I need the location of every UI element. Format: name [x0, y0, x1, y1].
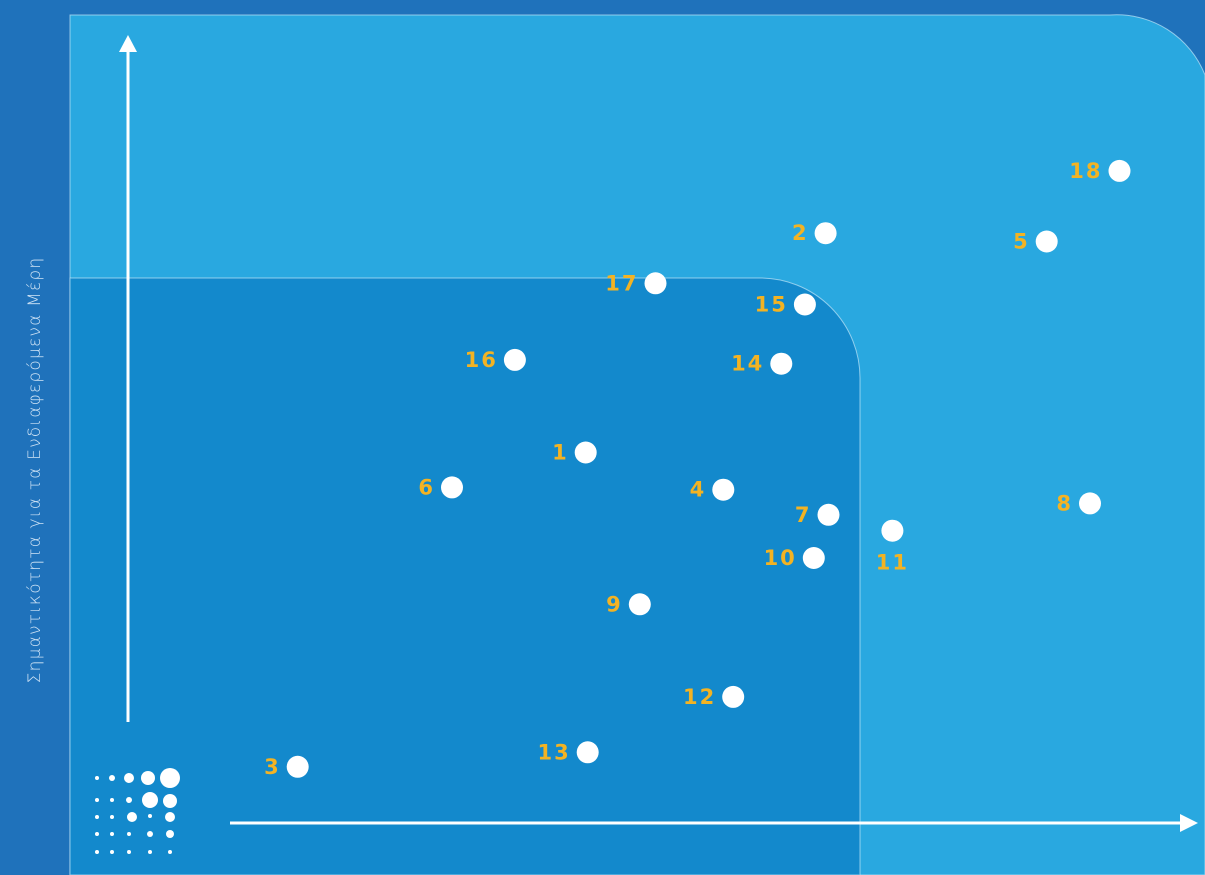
- point-label: 9: [606, 592, 623, 616]
- point-marker: [817, 503, 840, 526]
- point-label: 5: [1013, 230, 1030, 254]
- point-label: 8: [1056, 491, 1073, 515]
- data-point-6: 6: [418, 475, 463, 499]
- point-label: 1: [552, 441, 569, 465]
- data-point-14: 14: [731, 352, 793, 376]
- dot-grid-logo-icon: [95, 768, 180, 854]
- point-marker: [814, 222, 837, 245]
- data-point-18: 18: [1069, 159, 1131, 183]
- point-marker: [722, 685, 745, 708]
- data-point-3: 3: [264, 755, 309, 779]
- data-point-16: 16: [465, 348, 526, 372]
- point-marker: [712, 478, 735, 501]
- point-label: 12: [683, 685, 716, 709]
- y-axis-label-area: Σημαντικότητα για τα Ενδιαφερόμενα Μέρη: [0, 0, 70, 875]
- point-label: 10: [764, 546, 797, 570]
- point-marker: [628, 593, 651, 616]
- point-label: 4: [690, 478, 707, 502]
- point-marker: [503, 348, 526, 371]
- point-marker: [1035, 230, 1058, 253]
- point-marker: [1079, 492, 1101, 515]
- point-marker: [802, 547, 825, 569]
- point-marker: [881, 519, 904, 542]
- arrow-up-icon: [119, 35, 137, 722]
- point-marker: [770, 352, 793, 375]
- data-point-10: 10: [764, 546, 825, 570]
- point-marker: [286, 755, 309, 778]
- point-marker: [576, 741, 599, 764]
- point-label: 3: [264, 755, 281, 779]
- data-point-15: 15: [755, 293, 816, 317]
- point-label: 6: [418, 475, 435, 499]
- data-point-17: 17: [605, 271, 667, 295]
- data-point-1: 1: [552, 441, 597, 465]
- data-point-9: 9: [606, 592, 651, 616]
- point-marker: [644, 272, 667, 295]
- point-marker: [441, 476, 463, 499]
- point-label: 7: [795, 503, 812, 527]
- data-point-2: 2: [792, 221, 837, 245]
- point-label: 17: [605, 271, 638, 295]
- y-axis-label: Σημαντικότητα για τα Ενδιαφερόμενα Μέρη: [25, 256, 45, 684]
- data-point-12: 12: [683, 685, 745, 709]
- point-label: 15: [755, 293, 788, 317]
- point-marker: [1108, 159, 1131, 182]
- data-point-13: 13: [537, 740, 599, 764]
- data-point-8: 8: [1056, 491, 1101, 515]
- point-label: 11: [876, 551, 909, 575]
- point-label: 14: [731, 352, 764, 376]
- arrow-right-icon: [230, 814, 1198, 832]
- data-point-4: 4: [690, 478, 735, 502]
- point-label: 13: [537, 740, 570, 764]
- inner-zone: [69, 277, 861, 875]
- point-label: 16: [465, 348, 498, 372]
- point-marker: [793, 293, 816, 316]
- point-label: 18: [1069, 159, 1102, 183]
- data-point-11: 11: [876, 519, 909, 575]
- point-marker: [574, 441, 597, 464]
- data-point-7: 7: [795, 503, 840, 527]
- point-label: 2: [792, 221, 809, 245]
- data-point-5: 5: [1013, 230, 1058, 254]
